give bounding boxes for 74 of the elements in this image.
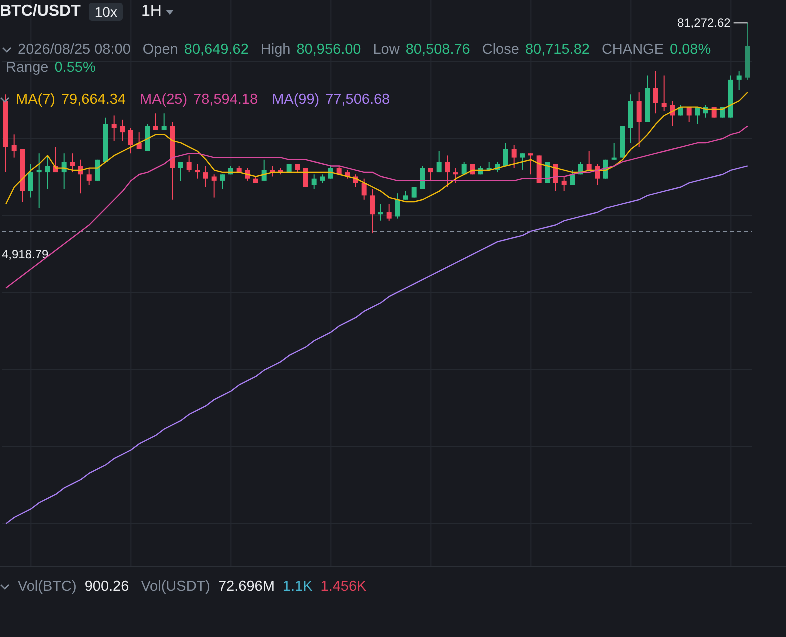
candlestick	[436, 150, 442, 174]
annotation: 0.55%	[54, 60, 96, 76]
candlestick	[195, 164, 200, 180]
candlestick	[562, 176, 567, 192]
candlestick	[662, 75, 667, 112]
annotation: Close	[482, 42, 520, 58]
candlestick	[12, 134, 17, 158]
text: MA(7)	[16, 92, 56, 108]
text: Vol(BTC)	[18, 579, 77, 595]
text: 900.26	[84, 579, 130, 595]
annotation: Open	[142, 42, 178, 58]
candlestick	[120, 119, 126, 142]
candlestick	[328, 166, 334, 180]
candlestick	[428, 168, 434, 182]
candlestick	[736, 71, 742, 91]
candlestick	[386, 204, 392, 222]
annotation: 80,508.76	[406, 42, 470, 58]
text: BTC/USDT	[0, 3, 81, 20]
candlestick	[70, 153, 76, 174]
text: 1.456K	[320, 579, 367, 595]
annotation: CHANGE	[602, 42, 664, 58]
candlestick	[36, 153, 42, 209]
annotation: 80,956.00	[296, 42, 362, 58]
text: 1H	[141, 3, 162, 21]
annotation: 2026/08/25 08:00	[18, 42, 131, 58]
candlestick	[654, 71, 658, 114]
candlestick	[154, 113, 158, 131]
candlestick	[362, 178, 367, 200]
candlestick	[420, 166, 426, 190]
annotation: 80,649.62	[184, 42, 249, 58]
candlestick	[312, 174, 317, 190]
candlestick	[512, 144, 517, 169]
candlestick	[570, 170, 576, 186]
annotation: 81,272.62	[677, 16, 732, 30]
candlestick	[370, 188, 376, 234]
annotation: 80,715.82	[525, 42, 590, 58]
text: MA(99)	[272, 92, 320, 108]
annotation: Range	[6, 60, 49, 76]
candlestick	[128, 128, 134, 154]
candlestick	[504, 142, 508, 167]
candlestick	[112, 115, 117, 142]
text: 1.1K	[282, 579, 313, 595]
candlestick	[28, 164, 34, 198]
text: Vol(USDT)	[141, 579, 210, 595]
annotation: 79,664.34	[61, 92, 126, 108]
annotation: 77,506.68	[326, 92, 390, 108]
candlestick	[186, 155, 192, 174]
text: 10x	[94, 4, 118, 20]
candlestick	[136, 132, 142, 150]
candlestick	[162, 113, 167, 131]
candlestick	[586, 150, 592, 171]
annotation: Low	[373, 42, 400, 58]
candlestick	[178, 162, 184, 182]
candlestick	[520, 153, 526, 171]
candlestick	[86, 168, 92, 186]
candlestick	[395, 193, 400, 220]
candlestick	[220, 174, 226, 190]
candlestick	[595, 164, 600, 186]
annotation: High	[260, 42, 291, 58]
annotation: 0.08%	[670, 42, 712, 58]
candlestick	[462, 162, 467, 176]
candlestick	[378, 204, 384, 222]
text: 72.696M	[218, 579, 275, 595]
candlestick	[612, 142, 617, 160]
candlestick	[45, 155, 50, 190]
candlestick	[445, 155, 450, 188]
candlestick	[212, 174, 217, 198]
text: 4,918.79	[2, 247, 50, 262]
candlestick	[204, 166, 208, 188]
candlestick	[528, 153, 534, 176]
candlestick	[636, 92, 642, 148]
candlestick	[454, 168, 458, 184]
text: MA(25)	[140, 92, 188, 108]
annotation: 78,594.18	[194, 92, 258, 108]
